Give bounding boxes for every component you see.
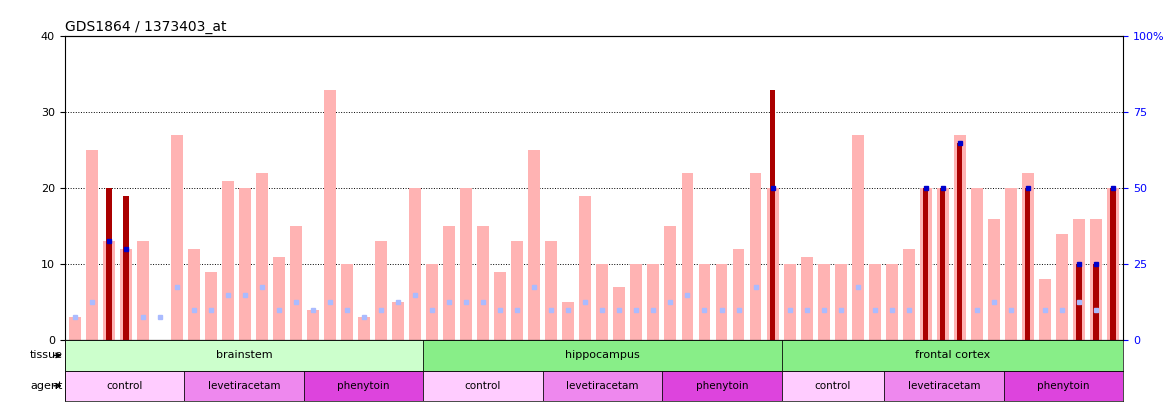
Bar [954, 135, 965, 340]
Bar [185, 371, 303, 401]
Bar [546, 241, 557, 340]
Bar [171, 135, 183, 340]
Bar [359, 318, 370, 340]
Text: frontal cortex: frontal cortex [915, 350, 990, 360]
Bar [1076, 264, 1082, 340]
Bar [937, 188, 949, 340]
Bar [494, 272, 506, 340]
Text: agent: agent [29, 381, 62, 391]
Bar [733, 249, 744, 340]
Bar [699, 264, 710, 340]
Bar [528, 150, 540, 340]
Bar [801, 257, 813, 340]
Bar [580, 196, 592, 340]
Bar [1073, 219, 1084, 340]
Text: tissue: tissue [29, 350, 62, 360]
Bar [423, 371, 542, 401]
Bar [120, 249, 132, 340]
Bar [1003, 371, 1123, 401]
Bar [715, 264, 728, 340]
Bar [325, 90, 336, 340]
Bar [1090, 219, 1102, 340]
Bar [923, 188, 928, 340]
Bar [884, 371, 1003, 401]
Bar [682, 173, 694, 340]
Bar [1107, 188, 1118, 340]
Text: levetiracetam: levetiracetam [208, 381, 280, 391]
Bar [664, 226, 676, 340]
Text: phenytoin: phenytoin [1037, 381, 1090, 391]
Bar [957, 143, 962, 340]
Bar [341, 264, 353, 340]
Bar [782, 371, 884, 401]
Text: control: control [465, 381, 501, 391]
Text: brainstem: brainstem [215, 350, 272, 360]
Bar [970, 188, 983, 340]
Bar [1038, 279, 1051, 340]
Bar [614, 287, 626, 340]
Bar [188, 249, 200, 340]
Bar [86, 150, 98, 340]
Bar [136, 241, 149, 340]
Bar [65, 371, 185, 401]
Bar [477, 226, 489, 340]
Bar [222, 181, 234, 340]
Text: GDS1864 / 1373403_at: GDS1864 / 1373403_at [65, 20, 226, 34]
Bar [307, 310, 319, 340]
Bar [1056, 234, 1068, 340]
Bar [423, 340, 782, 371]
Bar [886, 264, 897, 340]
Bar [783, 264, 795, 340]
Bar [662, 371, 782, 401]
Bar [460, 188, 473, 340]
Bar [648, 264, 660, 340]
Bar [1094, 264, 1098, 340]
Text: phenytoin: phenytoin [338, 381, 389, 391]
Bar [920, 188, 931, 340]
Bar [542, 371, 662, 401]
Bar [273, 257, 285, 340]
Bar [988, 219, 1000, 340]
Bar [562, 302, 574, 340]
Bar [65, 340, 423, 371]
Bar [1022, 173, 1034, 340]
Bar [903, 249, 915, 340]
Bar [393, 302, 405, 340]
Bar [290, 226, 302, 340]
Bar [1025, 188, 1030, 340]
Bar [767, 188, 779, 340]
Bar [409, 188, 421, 340]
Bar [69, 318, 81, 340]
Text: control: control [815, 381, 851, 391]
Bar [103, 241, 115, 340]
Text: hippocampus: hippocampus [564, 350, 640, 360]
Bar [512, 241, 523, 340]
Bar [426, 264, 439, 340]
Bar [817, 264, 829, 340]
Bar [835, 264, 847, 340]
Bar [375, 241, 387, 340]
Bar [869, 264, 881, 340]
Bar [770, 90, 775, 340]
Text: phenytoin: phenytoin [696, 381, 748, 391]
Bar [851, 135, 863, 340]
Bar [1004, 188, 1017, 340]
Bar [443, 226, 455, 340]
Bar [940, 188, 946, 340]
Bar [630, 264, 642, 340]
Bar [239, 188, 250, 340]
Text: levetiracetam: levetiracetam [566, 381, 639, 391]
Bar [106, 188, 112, 340]
Bar [256, 173, 268, 340]
Bar [123, 196, 128, 340]
Bar [205, 272, 218, 340]
Bar [596, 264, 608, 340]
Bar [1110, 188, 1116, 340]
Text: levetiracetam: levetiracetam [908, 381, 980, 391]
Text: control: control [106, 381, 142, 391]
Bar [303, 371, 423, 401]
Bar [749, 173, 762, 340]
Bar [782, 340, 1123, 371]
